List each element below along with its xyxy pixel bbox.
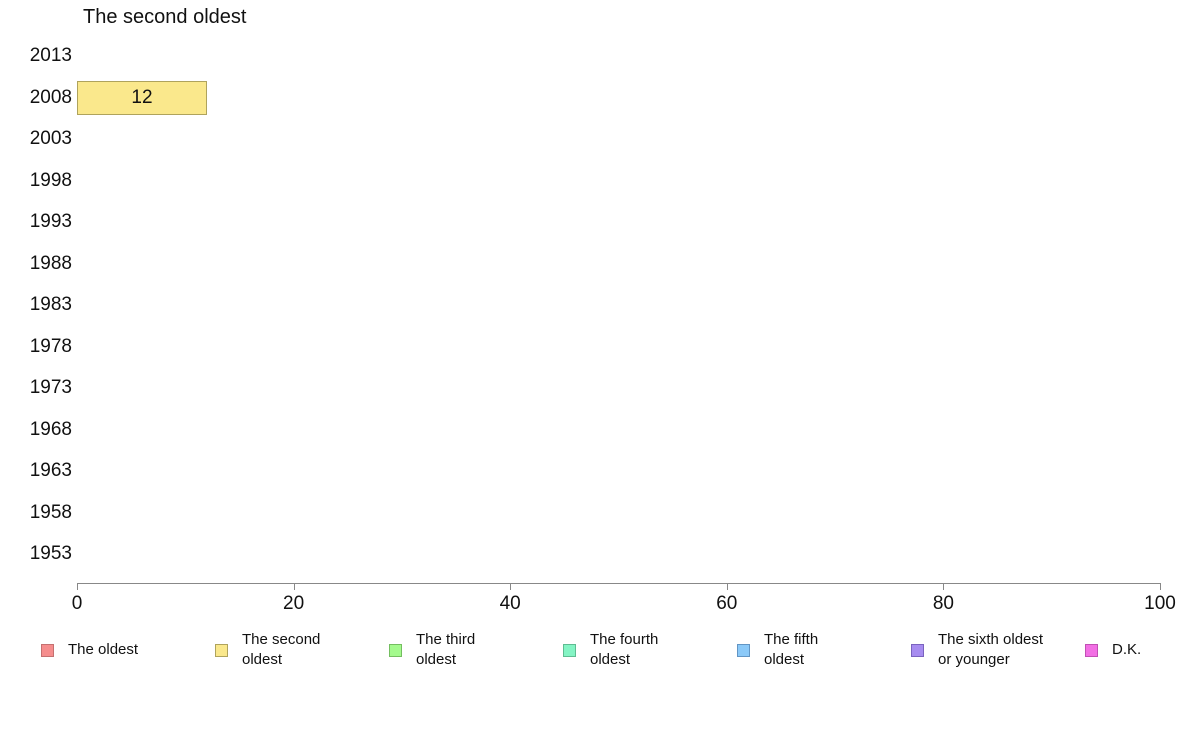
- legend-label: D.K.: [1112, 641, 1142, 658]
- legend-item-2[interactable]: The second oldest: [215, 628, 320, 672]
- y-axis-label: 1983: [29, 294, 72, 315]
- legend-label: The fifth oldest: [764, 631, 819, 668]
- y-axis-label: 1953: [29, 543, 72, 564]
- legend-swatch-icon: [41, 643, 54, 657]
- legend-item-7[interactable]: D.K.: [1085, 628, 1141, 672]
- legend-swatch-icon: [563, 643, 576, 657]
- legend-swatch-icon: [389, 643, 402, 657]
- legend-item-3[interactable]: The third oldest: [389, 628, 475, 672]
- legend-swatch-icon: [911, 643, 924, 657]
- y-axis-label: 2003: [29, 128, 72, 149]
- x-axis-tick: [293, 583, 295, 590]
- legend-item-5[interactable]: The fifth oldest: [737, 628, 818, 672]
- x-axis-line: [77, 583, 1161, 584]
- y-axis-label: 1958: [29, 501, 72, 523]
- legend-item-6[interactable]: The sixth oldest or younger: [911, 628, 1043, 672]
- x-axis-tick-label: 0: [71, 593, 83, 614]
- legend-label: The fourth oldest: [590, 631, 659, 668]
- y-axis-label: 1988: [29, 252, 72, 274]
- legend-swatch-icon: [215, 643, 228, 657]
- x-axis-tick-label: 100: [1144, 593, 1176, 614]
- legend-label: The second oldest: [242, 631, 321, 668]
- legend-label: The third oldest: [416, 631, 476, 668]
- y-axis-label: 1978: [29, 335, 72, 357]
- legend-swatch-icon: [737, 643, 750, 657]
- x-axis-tick: [1160, 583, 1161, 590]
- y-axis-label: 2008: [29, 86, 72, 108]
- x-axis-tick: [77, 583, 78, 590]
- legend-item-1[interactable]: The oldest: [41, 628, 138, 672]
- bar-2008[interactable]: 12: [77, 80, 207, 115]
- x-axis-tick: [510, 583, 512, 590]
- x-axis-tick-label: 40: [499, 593, 521, 614]
- y-axis-label: 1993: [29, 211, 72, 232]
- legend-item-4[interactable]: The fourth oldest: [563, 628, 658, 672]
- y-axis-label: 1973: [29, 377, 72, 398]
- x-axis-tick-label: 60: [716, 593, 738, 614]
- y-axis-label: 2013: [29, 45, 72, 66]
- x-axis-tick-label: 20: [283, 593, 305, 614]
- x-axis-tick: [943, 583, 945, 590]
- y-axis-label: 1963: [29, 460, 72, 481]
- legend-label: The oldest: [68, 641, 139, 658]
- x-axis-tick-label: 80: [932, 593, 954, 614]
- chart-title: The second oldest: [83, 6, 247, 28]
- x-axis-tick: [726, 583, 728, 590]
- legend-label: The sixth oldest or younger: [938, 631, 1044, 668]
- y-axis-label: 1998: [29, 169, 72, 191]
- legend-swatch-icon: [1085, 643, 1098, 657]
- y-axis-label: 1968: [29, 418, 72, 440]
